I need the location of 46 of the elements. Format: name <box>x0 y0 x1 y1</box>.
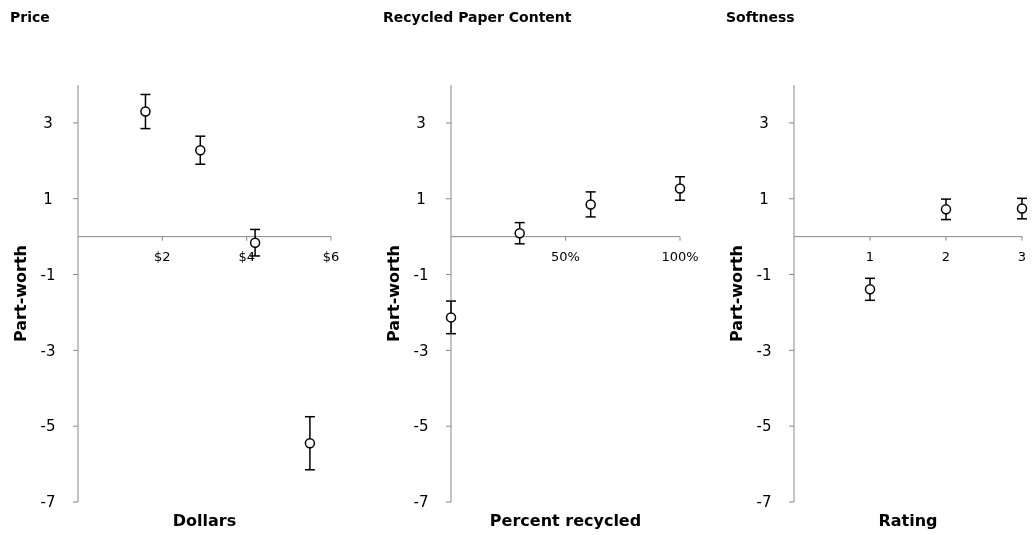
point <box>195 144 206 156</box>
y-tick-label: -7 <box>40 493 56 512</box>
point <box>140 106 151 117</box>
x-axis-title: Percent recycled <box>489 511 642 530</box>
point <box>445 312 457 323</box>
x-tick-label: 1 <box>865 248 875 264</box>
y-axis-title: Part-worth <box>727 245 746 342</box>
x-tick-label: 100% <box>661 248 699 264</box>
y-tick-label: 1 <box>416 189 426 208</box>
y-tick-label: -5 <box>756 417 772 436</box>
chart-title: Recycled Paper Content <box>383 9 572 25</box>
y-tick-label: 3 <box>416 114 426 133</box>
y-tick-label: -1 <box>40 265 56 284</box>
y-tick-label: -3 <box>756 341 772 360</box>
x-tick-label: 50% <box>551 248 580 264</box>
y-tick-label: -5 <box>40 417 56 436</box>
x-axis-title: Dollars <box>172 511 237 530</box>
point <box>514 227 525 239</box>
y-tick-label: -1 <box>413 265 429 284</box>
y-tick-label: 1 <box>43 189 53 208</box>
x-axis-title: Rating <box>878 511 938 530</box>
y-tick-label: -7 <box>413 493 429 512</box>
point <box>304 437 316 449</box>
point <box>1016 203 1028 214</box>
y-tick-label: 3 <box>43 114 53 133</box>
point <box>585 199 596 210</box>
y-tick-label: 1 <box>759 189 769 208</box>
chart-title: Price <box>10 9 50 25</box>
x-tick-label: 3 <box>1017 248 1027 264</box>
point <box>940 204 952 215</box>
y-tick-label: 3 <box>759 114 769 133</box>
y-tick-label: -3 <box>413 341 429 360</box>
x-tick-label: $2 <box>154 248 171 264</box>
y-axis-title: Part-worth <box>11 245 30 342</box>
x-tick-label: 2 <box>941 248 951 264</box>
point <box>864 284 876 295</box>
y-axis-title: Part-worth <box>384 245 403 342</box>
x-tick-label: $4 <box>238 248 255 264</box>
y-tick-label: -5 <box>413 417 429 436</box>
point <box>249 237 261 248</box>
y-tick-label: -3 <box>40 341 56 360</box>
chart-title: Softness <box>726 9 795 25</box>
y-tick-label: -1 <box>756 265 772 284</box>
y-tick-label: -7 <box>756 493 772 512</box>
point <box>674 183 686 194</box>
x-tick-label: $6 <box>322 248 340 264</box>
